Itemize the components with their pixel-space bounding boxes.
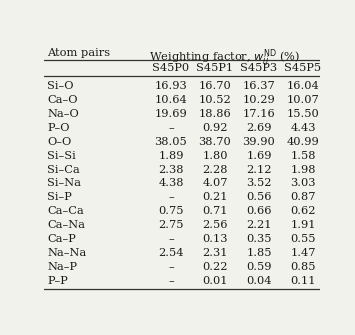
Text: 2.38: 2.38 xyxy=(158,164,184,175)
Text: 1.85: 1.85 xyxy=(246,248,272,258)
Text: 0.22: 0.22 xyxy=(202,262,228,272)
Text: 18.86: 18.86 xyxy=(198,109,231,119)
Text: Ca–P: Ca–P xyxy=(47,234,76,244)
Text: 0.04: 0.04 xyxy=(246,276,272,286)
Text: 0.55: 0.55 xyxy=(290,234,316,244)
Text: 4.43: 4.43 xyxy=(290,123,316,133)
Text: 0.92: 0.92 xyxy=(202,123,228,133)
Text: 0.62: 0.62 xyxy=(290,206,316,216)
Text: 16.93: 16.93 xyxy=(154,81,187,91)
Text: 2.28: 2.28 xyxy=(202,164,228,175)
Text: P–O: P–O xyxy=(47,123,70,133)
Text: –: – xyxy=(168,262,174,272)
Text: Atom pairs: Atom pairs xyxy=(47,48,110,58)
Text: Weighting factor, $w_{ij}^{\mathrm{ND}}$ (%): Weighting factor, $w_{ij}^{\mathrm{ND}}$… xyxy=(149,48,300,70)
Text: 16.70: 16.70 xyxy=(198,81,231,91)
Text: 4.07: 4.07 xyxy=(202,179,228,189)
Text: 3.52: 3.52 xyxy=(246,179,272,189)
Text: 1.58: 1.58 xyxy=(290,151,316,160)
Text: P–P: P–P xyxy=(47,276,68,286)
Text: 10.07: 10.07 xyxy=(286,95,320,105)
Text: Ca–Ca: Ca–Ca xyxy=(47,206,84,216)
Text: Si–O: Si–O xyxy=(47,81,73,91)
Text: 0.75: 0.75 xyxy=(158,206,184,216)
Text: 40.99: 40.99 xyxy=(286,137,320,147)
Text: 0.71: 0.71 xyxy=(202,206,228,216)
Text: S45P3: S45P3 xyxy=(240,63,278,73)
Text: 0.13: 0.13 xyxy=(202,234,228,244)
Text: 15.50: 15.50 xyxy=(286,109,320,119)
Text: 3.03: 3.03 xyxy=(290,179,316,189)
Text: 2.31: 2.31 xyxy=(202,248,228,258)
Text: 0.66: 0.66 xyxy=(246,206,272,216)
Text: 39.90: 39.90 xyxy=(242,137,275,147)
Text: Ca–O: Ca–O xyxy=(47,95,78,105)
Text: S45P1: S45P1 xyxy=(196,63,234,73)
Text: 10.64: 10.64 xyxy=(154,95,187,105)
Text: 0.21: 0.21 xyxy=(202,192,228,202)
Text: 10.52: 10.52 xyxy=(198,95,231,105)
Text: 0.11: 0.11 xyxy=(290,276,316,286)
Text: 10.29: 10.29 xyxy=(242,95,275,105)
Text: 1.47: 1.47 xyxy=(290,248,316,258)
Text: –: – xyxy=(168,123,174,133)
Text: Si–Si: Si–Si xyxy=(47,151,76,160)
Text: 1.80: 1.80 xyxy=(202,151,228,160)
Text: Na–Na: Na–Na xyxy=(47,248,86,258)
Text: Si–Na: Si–Na xyxy=(47,179,81,189)
Text: 17.16: 17.16 xyxy=(242,109,275,119)
Text: Na–O: Na–O xyxy=(47,109,79,119)
Text: 2.69: 2.69 xyxy=(246,123,272,133)
Text: 38.70: 38.70 xyxy=(198,137,231,147)
Text: Si–P: Si–P xyxy=(47,192,72,202)
Text: 16.04: 16.04 xyxy=(286,81,320,91)
Text: S45P5: S45P5 xyxy=(284,63,322,73)
Text: S45P0: S45P0 xyxy=(152,63,190,73)
Text: 1.69: 1.69 xyxy=(246,151,272,160)
Text: 0.85: 0.85 xyxy=(290,262,316,272)
Text: 2.56: 2.56 xyxy=(202,220,228,230)
Text: 0.35: 0.35 xyxy=(246,234,272,244)
Text: –: – xyxy=(168,192,174,202)
Text: –: – xyxy=(168,276,174,286)
Text: 0.59: 0.59 xyxy=(246,262,272,272)
Text: 1.98: 1.98 xyxy=(290,164,316,175)
Text: 1.89: 1.89 xyxy=(158,151,184,160)
Text: 0.56: 0.56 xyxy=(246,192,272,202)
Text: O–O: O–O xyxy=(47,137,71,147)
Text: 2.12: 2.12 xyxy=(246,164,272,175)
Text: 0.01: 0.01 xyxy=(202,276,228,286)
Text: 2.75: 2.75 xyxy=(158,220,184,230)
Text: 2.21: 2.21 xyxy=(246,220,272,230)
Text: –: – xyxy=(168,234,174,244)
Text: 16.37: 16.37 xyxy=(242,81,275,91)
Text: Ca–Na: Ca–Na xyxy=(47,220,85,230)
Text: Si–Ca: Si–Ca xyxy=(47,164,80,175)
Text: 38.05: 38.05 xyxy=(154,137,187,147)
Text: 19.69: 19.69 xyxy=(154,109,187,119)
Text: 2.54: 2.54 xyxy=(158,248,184,258)
Text: Na–P: Na–P xyxy=(47,262,77,272)
Text: 4.38: 4.38 xyxy=(158,179,184,189)
Text: 1.91: 1.91 xyxy=(290,220,316,230)
Text: 0.87: 0.87 xyxy=(290,192,316,202)
